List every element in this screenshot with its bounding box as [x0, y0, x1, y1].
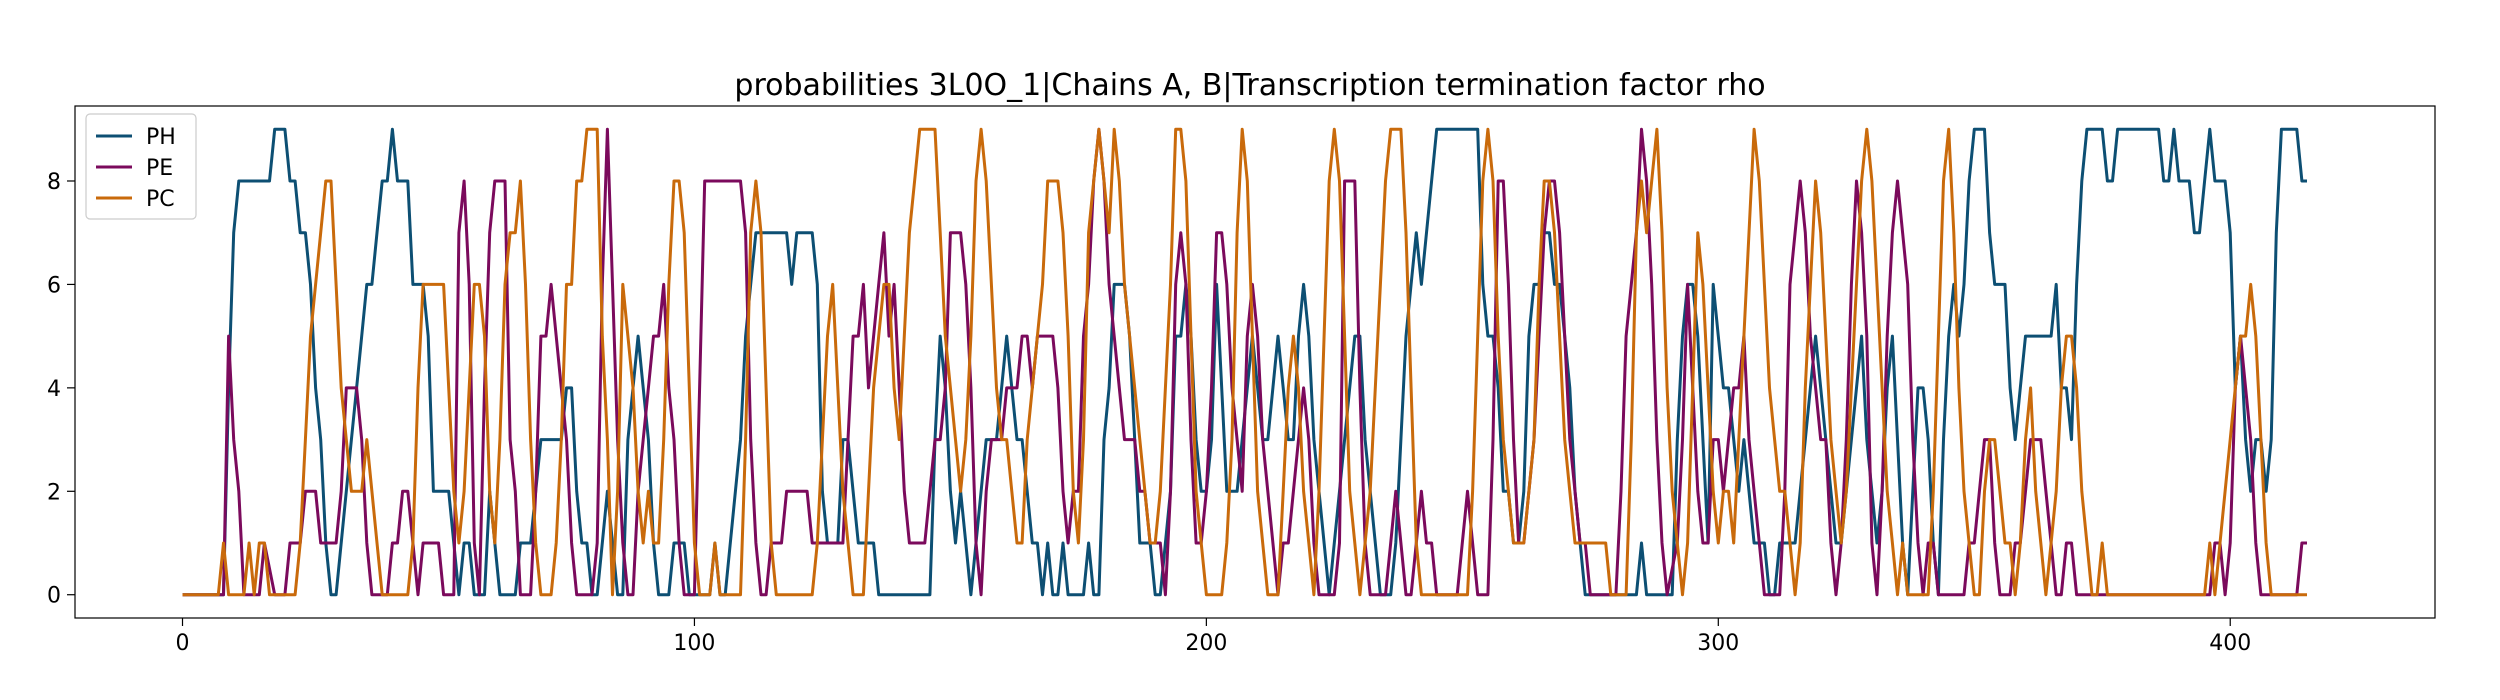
x-tick-label: 100: [673, 631, 715, 656]
series-layer: [182, 127, 2307, 597]
y-tick-label: 6: [47, 273, 61, 298]
y-tick-label: 2: [47, 480, 61, 505]
y-tick-label: 8: [47, 170, 61, 195]
x-axis: 0 100 200 300 400: [176, 618, 2251, 656]
y-tick-label: 4: [47, 377, 61, 402]
x-tick-label: 400: [2209, 631, 2251, 656]
legend-box: [85, 113, 197, 220]
chart-title: probabilities 3L0O_1|Chains A, B|Transcr…: [734, 68, 1765, 103]
legend-label-ph: PH: [146, 125, 176, 150]
legend: PH PE PC: [85, 113, 197, 220]
legend-label-pe: PE: [146, 156, 173, 181]
legend-label-pc: PC: [146, 187, 175, 212]
y-tick-label: 0: [47, 584, 61, 609]
plot-area-frame: [74, 105, 2436, 619]
series-line-pc: [182, 127, 2307, 597]
x-tick-label: 200: [1185, 631, 1227, 656]
x-tick-label: 300: [1697, 631, 1739, 656]
x-tick-label: 0: [176, 631, 190, 656]
y-axis: 0 2 4 6 8: [47, 170, 75, 609]
series-line-pe: [182, 127, 2307, 597]
